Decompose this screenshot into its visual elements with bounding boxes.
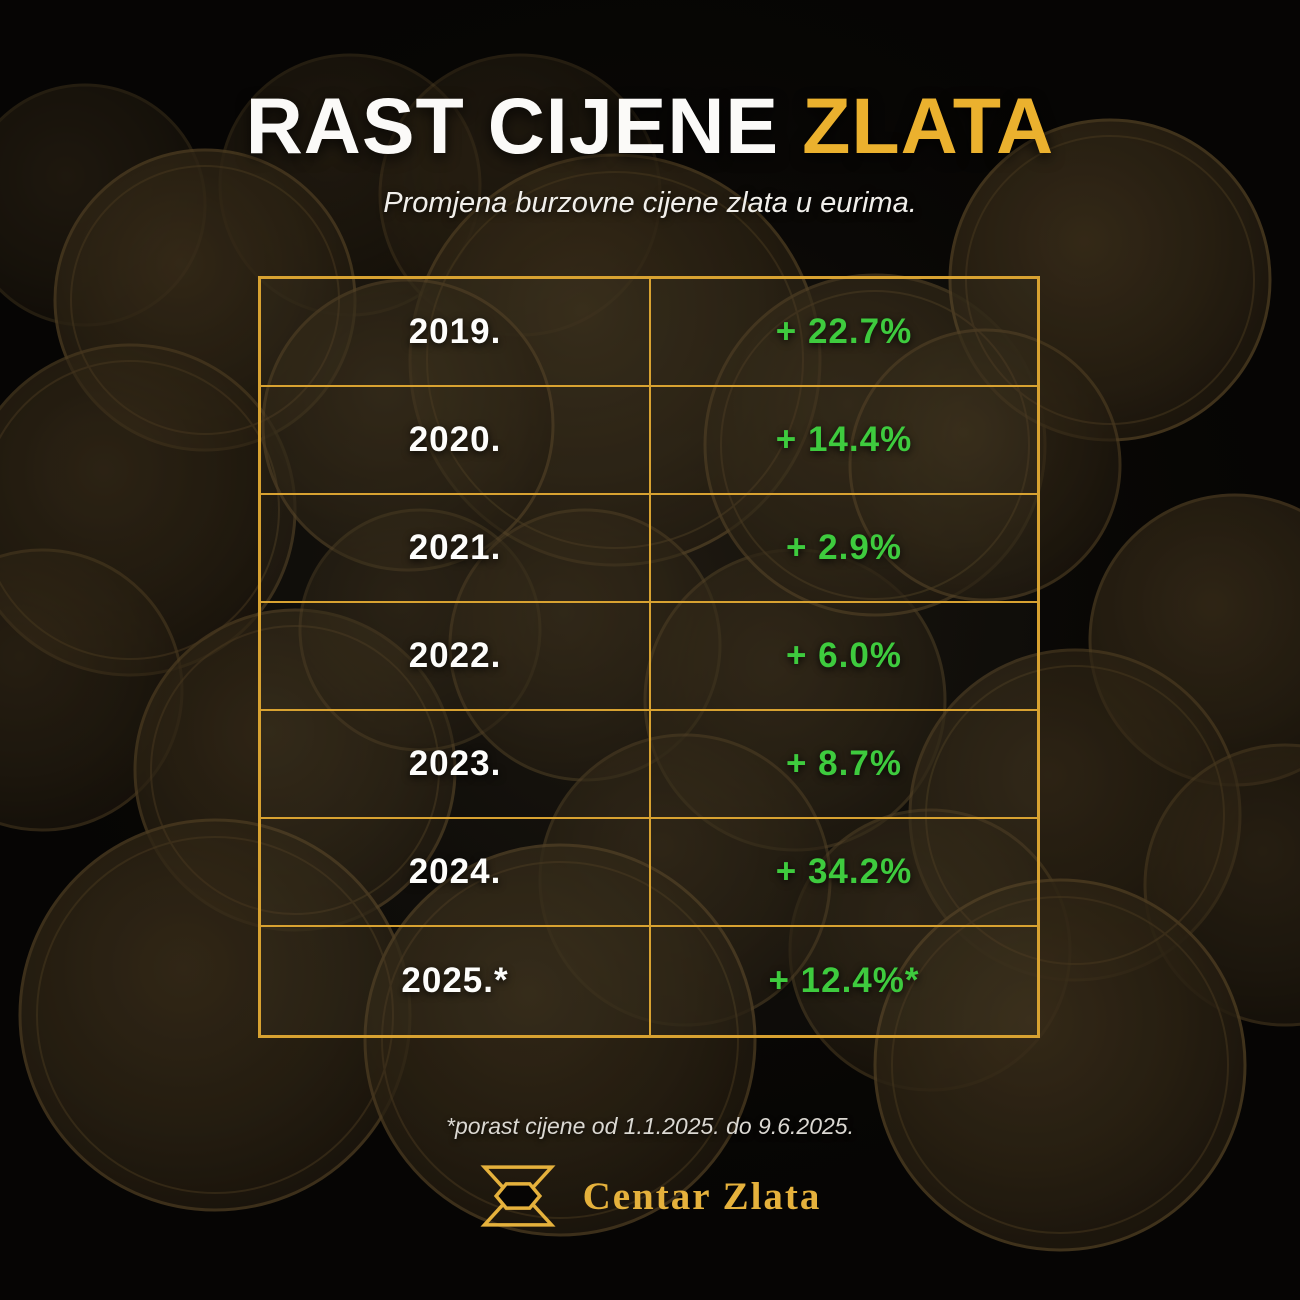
year-cell: 2023. — [261, 711, 651, 819]
change-cell: + 6.0% — [651, 603, 1037, 711]
year-cell: 2025.* — [261, 927, 651, 1035]
brand-name: Centar Zlata — [582, 1174, 822, 1218]
brand-logo: Centar Zlata — [0, 1160, 1300, 1232]
year-cell: 2024. — [261, 819, 651, 927]
change-cell: + 8.7% — [651, 711, 1037, 819]
change-cell: + 22.7% — [651, 279, 1037, 387]
gold-price-growth-table: 2019. + 22.7% 2020. + 14.4% 2021. + 2.9%… — [258, 276, 1040, 1038]
header: RAST CIJENE ZLATA Promjena burzovne cije… — [0, 86, 1300, 220]
title-white-part: RAST CIJENE — [245, 81, 780, 170]
subtitle: Promjena burzovne cijene zlata u eurima. — [383, 187, 917, 219]
gold-ingot-hourglass-icon — [480, 1165, 556, 1227]
year-cell: 2022. — [261, 603, 651, 711]
change-cell: + 34.2% — [651, 819, 1037, 927]
title-gold-part: ZLATA — [802, 81, 1055, 170]
year-cell: 2019. — [261, 279, 651, 387]
year-cell: 2020. — [261, 387, 651, 495]
footnote: *porast cijene od 1.1.2025. do 9.6.2025. — [446, 1113, 854, 1139]
page-title: RAST CIJENE ZLATA — [0, 86, 1300, 165]
year-cell: 2021. — [261, 495, 651, 603]
change-cell: + 12.4%* — [768, 961, 920, 1000]
change-cell: + 14.4% — [651, 387, 1037, 495]
change-cell: + 2.9% — [651, 495, 1037, 603]
